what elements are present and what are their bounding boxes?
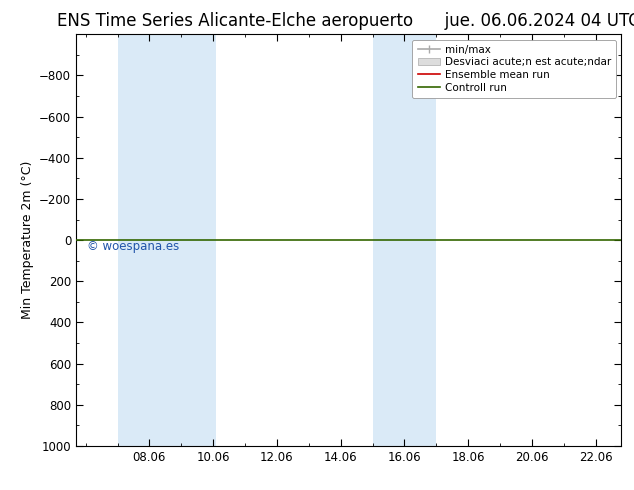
Title: ENS Time Series Alicante-Elche aeropuerto      jue. 06.06.2024 04 UTC: ENS Time Series Alicante-Elche aeropuert… (57, 12, 634, 30)
Text: © woespana.es: © woespana.es (87, 240, 179, 253)
Bar (117, 34, 216, 446)
Y-axis label: Min Temperature 2m (°C): Min Temperature 2m (°C) (20, 161, 34, 319)
Bar (373, 34, 436, 446)
Legend: min/max, Desviaci acute;n est acute;ndar, Ensemble mean run, Controll run: min/max, Desviaci acute;n est acute;ndar… (412, 40, 616, 98)
